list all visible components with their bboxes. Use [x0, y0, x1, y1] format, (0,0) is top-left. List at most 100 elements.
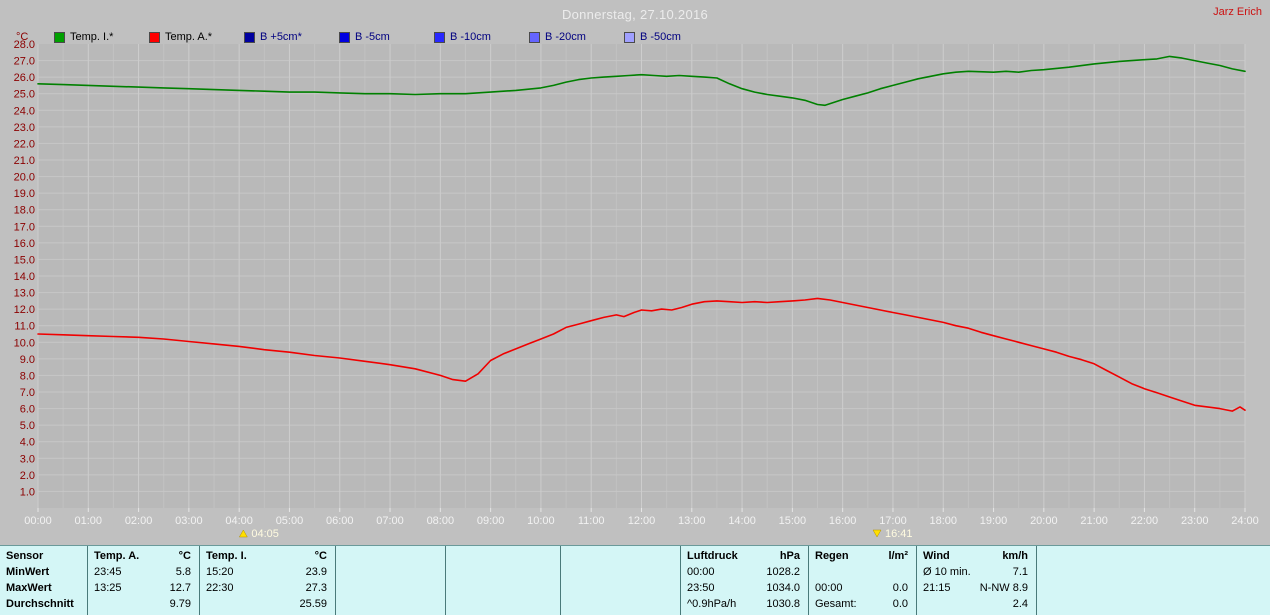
stat-time: 13:25 — [94, 582, 122, 594]
stats-column-empty-4 — [561, 546, 681, 615]
x-tick-label: 01:00 — [75, 515, 103, 527]
row-label: MaxWert — [6, 582, 52, 594]
table-row: Luftdruck hPa — [687, 548, 800, 564]
stat-time: Ø 10 min. — [923, 566, 971, 578]
sun-marker-time: 04:05 — [251, 528, 279, 540]
table-row: 23:50 1034.0 — [687, 580, 800, 596]
legend-item-b-50cm[interactable]: B -50cm — [624, 31, 719, 43]
stats-column-luftdruck: Luftdruck hPa 00:00 1028.2 23:50 1034.0 ^0.9hP… — [681, 546, 809, 615]
table-row — [452, 580, 552, 596]
legend-item-b-5cm[interactable]: B +5cm* — [244, 31, 339, 43]
stat-value: 5.8 — [175, 566, 191, 578]
legend-item-b-5cm[interactable]: B -5cm — [339, 31, 434, 43]
y-tick-label: 14.0 — [14, 271, 35, 283]
column-unit: hPa — [779, 550, 800, 562]
y-axis-unit-label: °C — [16, 31, 29, 43]
column-header: Luftdruck — [687, 550, 738, 562]
sun-marker-icon — [238, 529, 248, 538]
legend-swatch-icon — [149, 31, 160, 43]
y-tick-label: 15.0 — [14, 254, 35, 266]
table-row: 9.79 — [94, 596, 191, 612]
stat-time: 22:30 — [206, 582, 234, 594]
column-unit: km/h — [1002, 550, 1028, 562]
table-row — [567, 548, 672, 564]
legend-swatch-icon — [339, 31, 350, 43]
column-header: Temp. I. — [206, 550, 247, 562]
legend: °C Temp. I.* Temp. A.* B +5cm* B -5cm B -10c… — [16, 31, 719, 43]
user-name: Jarz Erich — [1213, 6, 1262, 18]
y-tick-label: 21.0 — [14, 155, 35, 167]
stat-value: 9.79 — [169, 598, 191, 610]
x-tick-label: 07:00 — [376, 515, 404, 527]
stat-value: 1030.8 — [766, 598, 800, 610]
table-row: Sensor — [6, 548, 79, 564]
stat-time: 15:20 — [206, 566, 234, 578]
table-row: Wind km/h — [923, 548, 1028, 564]
x-tick-label: 04:00 — [225, 515, 253, 527]
page-title: Donnerstag, 27.10.2016 — [561, 7, 709, 22]
legend-label: B -50cm — [640, 31, 681, 43]
stats-column-empty-2 — [336, 546, 446, 615]
stat-value: N-NW 8.9 — [979, 582, 1028, 594]
stats-column-empty-3 — [446, 546, 561, 615]
table-row: 15:20 23.9 — [206, 564, 327, 580]
stat-time: ^0.9hPa/h — [687, 598, 737, 610]
table-row: 23:45 5.8 — [94, 564, 191, 580]
legend-swatch-icon — [624, 31, 635, 43]
table-row — [342, 580, 437, 596]
stats-column-regen: Regen l/m² 00:00 0.0 Gesamt: 0.0 — [809, 546, 917, 615]
stat-value: 0.0 — [892, 582, 908, 594]
row-label: MinWert — [6, 566, 50, 578]
table-row — [342, 548, 437, 564]
table-row: MaxWert — [6, 580, 79, 596]
legend-swatch-icon — [244, 31, 255, 43]
legend-label: B -10cm — [450, 31, 491, 43]
stat-value: 25.59 — [299, 598, 327, 610]
series-line-temp-i — [37, 55, 1246, 107]
legend-items: Temp. I.* Temp. A.* B +5cm* B -5cm B -10cm B … — [54, 31, 719, 43]
x-tick-label: 24:00 — [1231, 515, 1259, 527]
table-row: Ø 10 min. 7.1 — [923, 564, 1028, 580]
legend-item-b-20cm[interactable]: B -20cm — [529, 31, 624, 43]
legend-item-temp-i[interactable]: Temp. I.* — [54, 31, 149, 43]
table-row — [567, 564, 672, 580]
y-tick-label: 11.0 — [14, 321, 35, 333]
y-tick-label: 3.0 — [20, 453, 35, 465]
legend-label: Temp. A.* — [165, 31, 213, 43]
table-row: ^0.9hPa/h 1030.8 — [687, 596, 800, 612]
stat-value: 12.7 — [169, 582, 191, 594]
x-tick-label: 10:00 — [527, 515, 555, 527]
table-row: Temp. A. °C — [94, 548, 191, 564]
x-tick-label: 00:00 — [24, 515, 52, 527]
x-tick-label: 11:00 — [578, 515, 605, 527]
stat-time: 21:15 — [923, 582, 951, 594]
y-tick-label: 27.0 — [14, 56, 35, 68]
x-tick-label: 21:00 — [1080, 515, 1108, 527]
legend-swatch-icon — [54, 31, 65, 43]
table-row: Regen l/m² — [815, 548, 908, 564]
stat-value: 2.4 — [1012, 598, 1028, 610]
y-tick-label: 20.0 — [14, 172, 35, 184]
legend-item-temp-a[interactable]: Temp. A.* — [149, 31, 244, 43]
table-row — [452, 564, 552, 580]
y-tick-label: 10.0 — [14, 337, 35, 349]
table-row: 00:00 1028.2 — [687, 564, 800, 580]
sun-marker-icon — [872, 529, 882, 538]
x-tick-label: 06:00 — [326, 515, 354, 527]
x-tick-label: 03:00 — [175, 515, 203, 527]
y-tick-label: 17.0 — [14, 221, 35, 233]
x-tick-label: 05:00 — [276, 515, 304, 527]
y-tick-label: 22.0 — [14, 138, 35, 150]
y-tick-label: 13.0 — [14, 288, 35, 300]
x-tick-label: 13:00 — [678, 515, 706, 527]
legend-item-b-10cm[interactable]: B -10cm — [434, 31, 529, 43]
stat-value: 23.9 — [305, 566, 327, 578]
y-tick-label: 25.0 — [14, 89, 35, 101]
y-tick-label: 2.0 — [20, 470, 35, 482]
y-tick-label: 28.0 — [14, 39, 35, 51]
y-tick-label: 4.0 — [20, 437, 35, 449]
table-row: 2.4 — [923, 596, 1028, 612]
x-tick-label: 19:00 — [980, 515, 1008, 527]
stats-column-sensor: Sensor MinWert MaxWert Durchschnitt — [0, 546, 88, 615]
x-tick-label: 14:00 — [728, 515, 756, 527]
